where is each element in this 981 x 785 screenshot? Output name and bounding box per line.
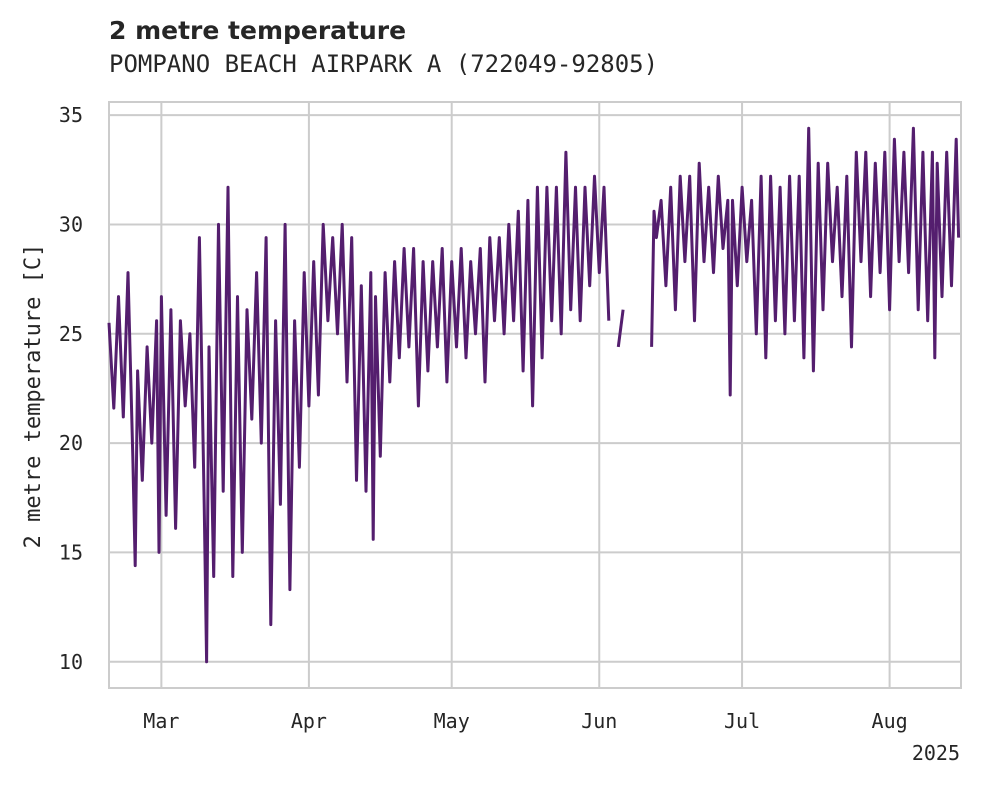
x-tick-label: Aug (872, 709, 908, 733)
x-tick-label: Jun (581, 709, 617, 733)
x-tick-label: Jul (724, 709, 760, 733)
series-line-segment (616, 309, 625, 348)
y-tick-label: 35 (59, 103, 83, 127)
y-tick-label: 25 (59, 322, 83, 346)
x-tick-label: May (434, 709, 470, 733)
series-line-segment (107, 150, 611, 664)
x-tick-label: Mar (143, 709, 179, 733)
series-line-segment (650, 126, 961, 397)
chart-subtitle: POMPANO BEACH AIRPARK A (722049-92805) (109, 50, 659, 78)
x-tick-labels: Mar Apr May Jun Jul Aug (143, 709, 907, 733)
plot-frame (108, 101, 962, 689)
y-tick-label: 20 (59, 431, 83, 455)
chart-title: 2 metre temperature (109, 16, 407, 45)
y-tick-label: 10 (59, 650, 83, 674)
y-tick-labels: 10 15 20 25 30 35 (59, 103, 83, 674)
y-tick-label: 30 (59, 212, 83, 236)
y-tick-label: 15 (59, 540, 83, 564)
y-axis-label: 2 metre temperature [C] (21, 244, 46, 549)
x-tick-label: Apr (291, 709, 327, 733)
series-layer (107, 126, 961, 664)
x-offset-label: 2025 (912, 741, 960, 765)
